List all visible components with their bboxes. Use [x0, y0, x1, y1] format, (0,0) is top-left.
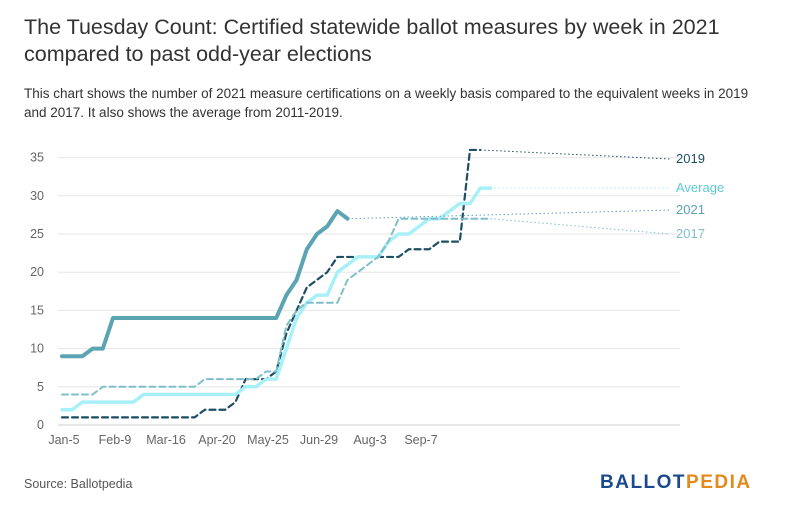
x-tick-label: Feb-9 — [99, 433, 132, 447]
grid — [58, 157, 680, 426]
series-line-average — [60, 186, 493, 412]
series-label-average: Average — [676, 180, 724, 195]
x-tick-label: Mar-16 — [146, 433, 186, 447]
y-tick-label: 15 — [30, 303, 44, 317]
chart-subtitle: This chart shows the number of 2021 meas… — [24, 86, 749, 120]
x-tick-label: Apr-20 — [198, 433, 236, 447]
series-label-2019: 2019 — [676, 151, 705, 166]
y-tick-label: 25 — [30, 227, 44, 241]
chart-title: The Tuesday Count: Certified statewide b… — [24, 15, 720, 66]
series-label-2017: 2017 — [676, 226, 705, 241]
y-tick-label: 30 — [30, 189, 44, 203]
series-line-2017 — [61, 217, 492, 396]
series-lines — [60, 148, 671, 419]
x-axis: Jan-5 Feb-9 Mar-16 Apr-20 May-25 Jun-29 Aug-3 S… — [48, 433, 437, 447]
x-tick-label: Sep-7 — [404, 433, 437, 447]
line-chart: 0 5 10 15 20 25 30 35 Jan-5 Feb-9 Mar-16 Apr-20 May… — [30, 148, 724, 447]
y-tick-label: 20 — [30, 265, 44, 279]
label-connector-2017 — [490, 218, 671, 235]
y-axis: 0 5 10 15 20 25 30 35 — [30, 151, 44, 432]
source-note: Source: Ballotpedia — [24, 477, 133, 491]
y-tick-label: 35 — [30, 151, 44, 165]
series-labels: 2019 Average 2021 2017 — [676, 151, 724, 241]
logo-text-pedia: PEDIA — [686, 472, 752, 493]
series-line-2021 — [60, 209, 350, 359]
series-label-2021: 2021 — [676, 202, 705, 217]
x-tick-label: May-25 — [247, 433, 289, 447]
x-tick-label: Jan-5 — [48, 433, 79, 447]
y-tick-label: 10 — [30, 342, 44, 356]
logo-text-ballot: BALLOT — [600, 472, 687, 493]
x-tick-label: Aug-3 — [353, 433, 386, 447]
series-line-2019 — [60, 148, 482, 419]
y-tick-label: 5 — [37, 380, 44, 394]
y-tick-label: 0 — [37, 418, 44, 432]
x-tick-label: Jun-29 — [300, 433, 338, 447]
ballotpedia-logo: BALLOTPEDIA — [600, 472, 752, 494]
label-connector-2021 — [347, 209, 671, 220]
